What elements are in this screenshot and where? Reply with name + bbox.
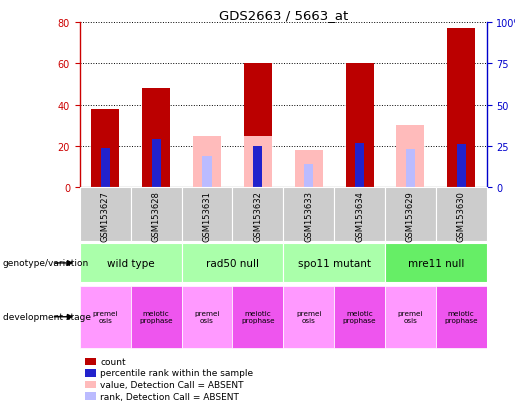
Text: GSM153630: GSM153630 [457, 190, 466, 241]
Text: spo11 mutant: spo11 mutant [298, 258, 371, 268]
Bar [397, 126, 424, 188]
Bar [334, 286, 385, 348]
Bar [436, 286, 487, 348]
Bar [295, 151, 323, 188]
Bar [202, 157, 212, 188]
Bar [244, 136, 272, 188]
Text: meiotic
prophase: meiotic prophase [241, 311, 274, 323]
Bar [283, 188, 334, 242]
Text: wild type: wild type [107, 258, 154, 268]
Bar [142, 89, 170, 188]
Bar [346, 64, 373, 188]
Text: GSM153631: GSM153631 [202, 190, 212, 241]
Text: GSM153629: GSM153629 [406, 190, 415, 241]
Title: GDS2663 / 5663_at: GDS2663 / 5663_at [219, 9, 348, 21]
Bar [151, 140, 161, 188]
Bar [244, 64, 272, 188]
Text: percentile rank within the sample: percentile rank within the sample [100, 368, 253, 377]
Bar [80, 286, 131, 348]
Bar [385, 244, 487, 283]
Text: GSM153632: GSM153632 [253, 190, 262, 241]
Bar [283, 244, 385, 283]
Bar [131, 286, 181, 348]
Bar [80, 244, 181, 283]
Bar [80, 188, 131, 242]
Text: mre11 null: mre11 null [408, 258, 464, 268]
Text: premei
osis: premei osis [93, 311, 118, 323]
Bar [436, 188, 487, 242]
Bar [253, 147, 263, 188]
Bar [232, 188, 283, 242]
Bar [181, 188, 232, 242]
Text: meiotic
prophase: meiotic prophase [139, 311, 173, 323]
Bar [283, 286, 334, 348]
Bar [100, 148, 110, 188]
Bar [181, 286, 232, 348]
Text: development stage: development stage [3, 313, 91, 321]
Text: rank, Detection Call = ABSENT: rank, Detection Call = ABSENT [100, 392, 239, 401]
Text: meiotic
prophase: meiotic prophase [342, 311, 376, 323]
Text: count: count [100, 357, 126, 366]
Bar [355, 143, 364, 188]
Text: premei
osis: premei osis [398, 311, 423, 323]
Text: rad50 null: rad50 null [206, 258, 259, 268]
Text: GSM153628: GSM153628 [151, 190, 161, 241]
Bar [193, 136, 221, 188]
Bar [457, 145, 466, 188]
Bar [181, 244, 283, 283]
Text: meiotic
prophase: meiotic prophase [444, 311, 478, 323]
Text: GSM153634: GSM153634 [355, 190, 364, 241]
Text: premei
osis: premei osis [194, 311, 220, 323]
Bar [334, 188, 385, 242]
Text: premei
osis: premei osis [296, 311, 321, 323]
Text: GSM153633: GSM153633 [304, 190, 313, 242]
Bar [385, 188, 436, 242]
Bar [385, 286, 436, 348]
Text: genotype/variation: genotype/variation [3, 259, 89, 268]
Bar [232, 286, 283, 348]
Text: value, Detection Call = ABSENT: value, Detection Call = ABSENT [100, 380, 244, 389]
Bar [91, 109, 119, 188]
Bar [131, 188, 181, 242]
Bar [447, 29, 475, 188]
Text: GSM153627: GSM153627 [101, 190, 110, 241]
Bar [304, 165, 313, 188]
Bar [406, 150, 415, 188]
